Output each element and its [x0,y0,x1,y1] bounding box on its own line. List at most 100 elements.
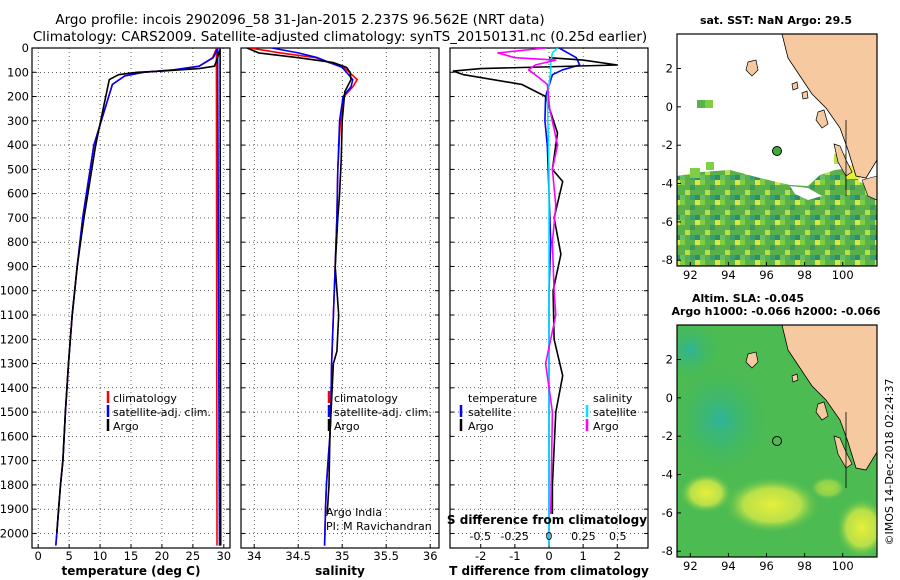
salinity-xlabel: salinity [315,564,365,578]
map-x-tick-label: 92 [683,559,698,573]
depth-tick-label: 200 [7,90,29,104]
x-tick-label: 1 [579,549,586,563]
temperature-grid [32,47,230,548]
sst-pixel [697,100,705,108]
map-y-tick-label: -4 [662,468,673,482]
x-tick-label: 10 [93,549,108,563]
map-y-tick-label: 0 [666,391,673,405]
x-tick-label: 34.5 [285,549,311,563]
temperature-xlabel: temperature (deg C) [62,564,201,578]
secondary-tick-label: -0.5 [470,530,491,543]
sst-land [861,175,877,201]
map-y-tick-label: -6 [662,506,673,520]
sst-map [677,34,877,266]
depth-tick-label: 900 [7,259,29,273]
series-line-s-argo [496,48,559,515]
difference-xlabel: T difference from climatology [449,564,649,578]
series-line-s-satellite [546,48,559,546]
depth-tick-label: 700 [7,211,29,225]
x-tick-label: 0 [35,549,42,563]
temperature-series [55,48,222,546]
depth-tick-label: 1800 [0,478,29,492]
sla-island [833,435,853,469]
depth-tick-label: 1700 [0,454,29,468]
depth-tick-label: 100 [7,65,29,79]
map-y-tick-label: -8 [662,544,673,558]
legend-sal-climatology-label: climatology [334,392,398,405]
x-tick-label: 35 [335,549,350,563]
map-y-tick-label: -2 [662,429,673,443]
sla-land-sumatra [781,325,877,471]
map-x-tick-label: 96 [759,559,774,573]
difference-xticks: -2 -1 0 1 2 [475,549,621,563]
salinity-axes [240,47,440,549]
series-line-argo [56,48,222,546]
depth-tick-label: 1600 [0,429,29,443]
legend-s-argo-label: Argo [593,420,619,433]
sla-island [791,373,799,383]
series-line-climatology [55,48,218,546]
x-tick-label: 5 [65,549,72,563]
salinity-legend: climatology satellite-adj. clim. Argo Ar… [326,391,432,533]
sla-high-region [810,476,846,500]
depth-tick-label: 300 [7,114,29,128]
series-line-t-satellite [544,48,581,546]
temperature-xticks: 0 5 10 15 20 25 30 [35,549,232,563]
legend-salinity-title: salinity [593,392,633,405]
salinity-series [246,48,359,546]
map-y-tick-label: -6 [662,215,673,229]
sst-gap [790,186,822,200]
depth-tick-label: 1300 [0,357,29,371]
sst-map-ticks: 92 94 96 98 100 2 0 -2 -4 -6 -8 [662,62,854,282]
sst-island [745,59,759,77]
x-tick-label: 20 [155,549,170,563]
depth-tick-label: 1200 [0,332,29,346]
x-tick-label: 0 [545,549,552,563]
sla-map-ticks: 92 94 96 98 100 2 0 -2 -4 -6 -8 [662,353,854,573]
map-x-tick-label: 92 [683,268,698,282]
sst-map-title: sat. SST: NaN Argo: 29.5 [700,14,852,27]
depth-tick-label: 1100 [0,308,29,322]
depth-tick-label: 1500 [0,405,29,419]
secondary-tick-label: 0.5 [609,530,627,543]
legend-temperature-title: temperature [468,392,537,405]
sst-argo-marker [772,146,782,156]
sla-high-region [680,473,732,513]
secondary-tick-label: -0.25 [500,530,528,543]
sst-land-sumatra [781,34,877,179]
sla-low-region [677,325,720,380]
series-line-climatology [249,48,359,546]
legend-climatology-label: climatology [113,392,177,405]
x-tick-label: 2 [614,549,621,563]
sst-island [791,81,799,91]
depth-tick-label: 1400 [0,381,29,395]
map-x-tick-label: 98 [797,268,812,282]
annotation-argo-india: Argo India [326,506,382,519]
legend-s-satellite-label: satellite [593,406,637,419]
series-line-satellite-adj-clim- [271,48,354,546]
series-line-t-argo [452,56,619,514]
sla-high-region [724,477,820,533]
sla-island [745,351,759,369]
depth-axis: 0 100 200 300 400 500 600 700 800 900 1000 1100 1200… [0,41,29,540]
sla-island [815,401,829,421]
secondary-tick-label: 0.25 [571,530,596,543]
depth-tick-label: 2000 [0,526,29,540]
legend-sal-argo-label: Argo [334,420,360,433]
sla-high-region [836,498,877,557]
difference-series [452,48,619,546]
sla-argo-marker [772,436,782,446]
salinity-grid [241,47,439,548]
map-y-tick-label: -8 [662,253,673,267]
salinity-xticks: 34 34.5 35 35.5 36 [247,549,438,563]
sst-island [801,90,809,100]
depth-tick-label: 600 [7,187,29,201]
x-tick-label: 15 [124,549,139,563]
secondary-xlabel: S difference from climatology [447,513,647,527]
sla-map [677,325,877,557]
sst-map-frame [676,33,878,267]
legend-t-argo-label: Argo [468,420,494,433]
depth-tick-label: 800 [7,235,29,249]
map-y-tick-label: 2 [666,353,673,367]
